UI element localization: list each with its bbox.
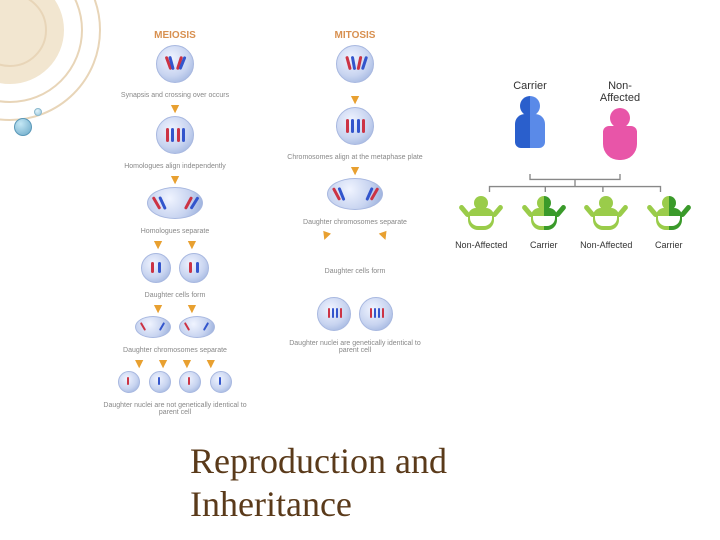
- meiosis-caption-3: Homologues separate: [100, 228, 250, 235]
- child-2: Carrier: [517, 196, 571, 250]
- meiosis-footer: Daughter nuclei are not genetically iden…: [100, 402, 250, 416]
- bubble-decoration: [14, 118, 32, 136]
- female-figure-icon: [599, 108, 641, 168]
- pedigree-connector: [450, 174, 700, 192]
- arrow-icon: ▼: [100, 174, 250, 185]
- meiosis-caption-5: Daughter chromosomes separate: [100, 347, 250, 354]
- child-label: Non-Affected: [579, 240, 633, 250]
- mitosis-caption-4: Daughter cells form: [280, 268, 430, 275]
- baby-figure-icon: [525, 196, 563, 236]
- meiosis-cell-5a: [135, 316, 171, 338]
- arrow-icon: ▼: [280, 94, 430, 105]
- mitosis-header: MITOSIS: [280, 30, 430, 41]
- title-line-2: Inheritance: [190, 484, 352, 524]
- arrow-icon: ▼: [100, 103, 250, 114]
- mitosis-cells-row: [280, 295, 430, 338]
- mitosis-daughter: [359, 297, 393, 331]
- mitosis-cell-1: [336, 45, 374, 83]
- baby-figure-icon: [462, 196, 500, 236]
- arrow-pair-icon: ▼▼: [280, 230, 430, 241]
- arrow-pair-icon: ▼▼: [100, 239, 250, 250]
- meiosis-cells-row-2: [100, 314, 250, 345]
- meiosis-cell-1: [156, 45, 194, 83]
- meiosis-caption-4: Daughter cells form: [100, 292, 250, 299]
- arrow-icon: ▼: [280, 165, 430, 176]
- arrow-pair-icon: ▼▼▼▼: [100, 358, 250, 369]
- parent-female: Non-Affected: [590, 80, 650, 168]
- meiosis-cell-4b: [179, 253, 209, 283]
- meiosis-daughter: [179, 371, 201, 393]
- mitosis-caption-3: Daughter chromosomes separate: [280, 219, 430, 226]
- meiosis-header: MEIOSIS: [100, 30, 250, 41]
- parent-label: Carrier: [500, 80, 560, 92]
- meiosis-caption-2: Homologues align independently: [100, 163, 250, 170]
- pedigree-diagram: Carrier Non-Affected Non-Affecte: [450, 80, 700, 250]
- meiosis-daughter: [118, 371, 140, 393]
- meiosis-caption-1: Synapsis and crossing over occurs: [100, 92, 250, 99]
- page-title: Reproduction and Inheritance: [190, 440, 447, 526]
- meiosis-cell-3: [147, 187, 203, 219]
- meiosis-cell-5b: [179, 316, 215, 338]
- male-figure-icon: [509, 96, 551, 156]
- child-4: Carrier: [642, 196, 696, 250]
- arrow-pair-icon: ▼▼: [100, 303, 250, 314]
- mitosis-daughter: [317, 297, 351, 331]
- spacer: [280, 242, 430, 266]
- meiosis-cell-2: [156, 116, 194, 154]
- bubble-decoration-small: [34, 108, 42, 116]
- mitosis-cell-2: [336, 107, 374, 145]
- child-label: Non-Affected: [454, 240, 508, 250]
- meiosis-cells-row-1: [100, 251, 250, 290]
- mitosis-cell-3: [327, 178, 383, 210]
- parents-row: Carrier Non-Affected: [450, 80, 700, 168]
- mitosis-caption-2: Chromosomes align at the metaphase plate: [280, 154, 430, 161]
- meiosis-daughter: [149, 371, 171, 393]
- baby-figure-icon: [587, 196, 625, 236]
- meiosis-daughter: [210, 371, 232, 393]
- child-3: Non-Affected: [579, 196, 633, 250]
- children-row: Non-Affected Carrier Non-Affected: [450, 196, 700, 250]
- baby-figure-icon: [650, 196, 688, 236]
- meiosis-column: MEIOSIS Synapsis and crossing over occur…: [100, 30, 250, 420]
- child-label: Carrier: [642, 240, 696, 250]
- parent-label: Non-Affected: [590, 80, 650, 104]
- title-line-1: Reproduction and: [190, 441, 447, 481]
- mitosis-footer: Daughter nuclei are genetically identica…: [280, 340, 430, 354]
- parent-male: Carrier: [500, 80, 560, 168]
- child-1: Non-Affected: [454, 196, 508, 250]
- meiosis-cells-row-3: [100, 369, 250, 400]
- meiosis-cell-4a: [141, 253, 171, 283]
- child-label: Carrier: [517, 240, 571, 250]
- mitosis-column: MITOSIS ▼ Chromosomes align at the metap…: [280, 30, 430, 358]
